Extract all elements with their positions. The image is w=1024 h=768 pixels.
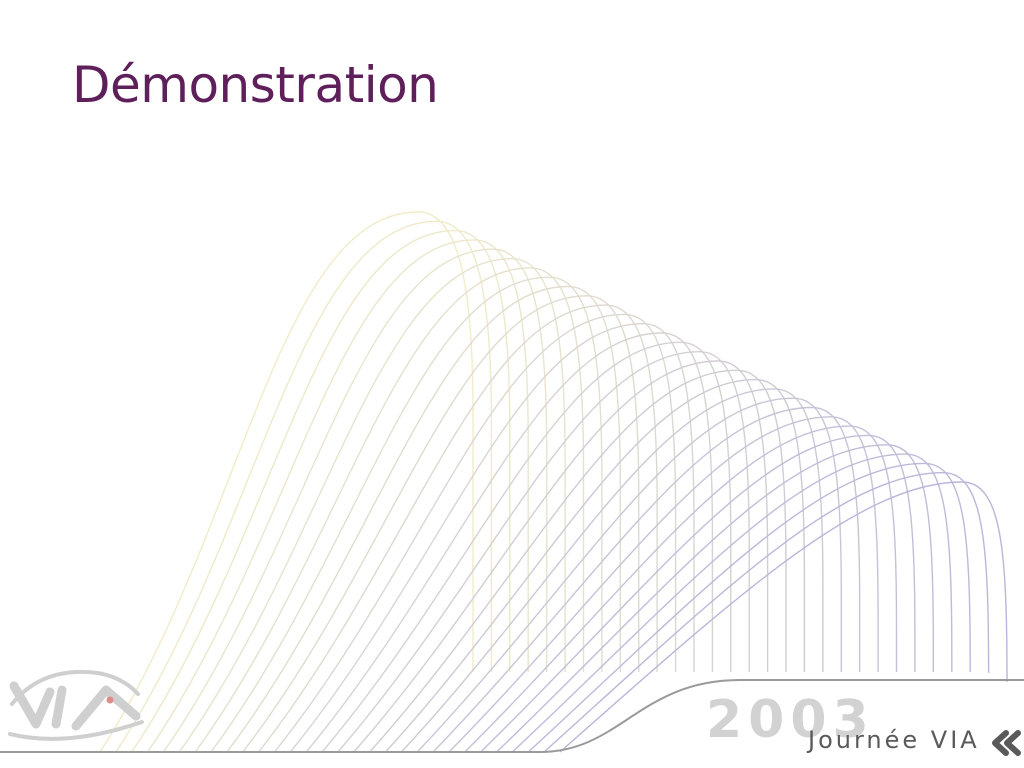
wave-line xyxy=(496,444,934,753)
wave-line xyxy=(99,211,474,753)
wave-line xyxy=(115,220,493,753)
wave-line xyxy=(210,276,603,753)
via-logo-icon xyxy=(8,669,144,741)
wave-line xyxy=(289,322,695,753)
wave-line xyxy=(242,295,640,753)
wave-line xyxy=(543,471,990,753)
wave-line xyxy=(194,267,585,753)
wave-line xyxy=(480,434,916,753)
wave-line xyxy=(464,425,898,753)
footer-year: 2003 xyxy=(706,690,875,750)
wave-line xyxy=(400,388,824,753)
wave-line xyxy=(337,350,750,753)
wave-line xyxy=(416,397,842,753)
footer-curve-line xyxy=(0,679,1024,753)
wave-line xyxy=(258,304,658,753)
wave-line xyxy=(321,341,732,753)
wave-line xyxy=(273,313,677,753)
slide-title: Démonstration xyxy=(72,56,439,114)
wave-line xyxy=(369,369,787,753)
via-logo-dot xyxy=(106,696,114,704)
via-logo-letter-i xyxy=(51,685,67,729)
wave-line xyxy=(527,462,971,753)
wave-line xyxy=(353,360,769,753)
wave-line xyxy=(305,332,714,753)
double-chevron-left-icon xyxy=(992,730,1021,756)
via-logo-letter-v xyxy=(9,681,55,729)
wave-line xyxy=(559,481,1008,753)
wave-line xyxy=(432,406,861,753)
footer-event-name: Journée VIA xyxy=(808,726,980,754)
via-logo-underline xyxy=(8,720,144,741)
wave-line xyxy=(226,285,621,753)
wave-line xyxy=(448,416,879,753)
wave-line xyxy=(511,453,953,753)
via-logo-letter-a xyxy=(71,685,141,731)
via-logo-swoosh xyxy=(10,669,140,706)
wave-line xyxy=(384,378,806,753)
